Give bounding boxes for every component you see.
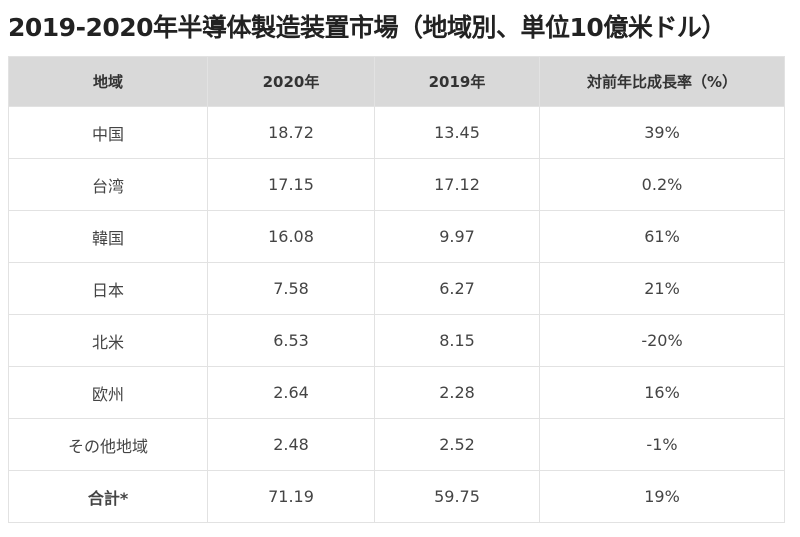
total-growth-cell: 19% <box>539 470 785 523</box>
growth-cell: -1% <box>539 418 785 471</box>
growth-cell: 21% <box>539 262 785 315</box>
header-2020: 2020年 <box>207 56 375 107</box>
page-title: 2019-2020年半導体製造装置市場（地域別、単位10億米ドル） <box>8 13 726 42</box>
region-cell: 日本 <box>8 262 208 315</box>
region-cell: 北米 <box>8 314 208 367</box>
total-2019-cell: 59.75 <box>374 470 540 523</box>
value-2020-cell: 6.53 <box>207 314 375 367</box>
value-2019-cell: 2.52 <box>374 418 540 471</box>
market-table: 地域 2020年 2019年 対前年比成長率（%） 中国 18.72 13.45… <box>8 56 785 523</box>
value-2019-cell: 2.28 <box>374 366 540 419</box>
table-row: 韓国 16.08 9.97 61% <box>8 210 785 263</box>
value-2019-cell: 13.45 <box>374 106 540 159</box>
header-region: 地域 <box>8 56 208 107</box>
table-row: その他地域 2.48 2.52 -1% <box>8 418 785 471</box>
total-2020-cell: 71.19 <box>207 470 375 523</box>
total-label-cell: 合計* <box>8 470 208 523</box>
growth-cell: 39% <box>539 106 785 159</box>
table-row: 日本 7.58 6.27 21% <box>8 262 785 315</box>
region-cell: 台湾 <box>8 158 208 211</box>
table-row: 北米 6.53 8.15 -20% <box>8 314 785 367</box>
header-2019: 2019年 <box>374 56 540 107</box>
growth-cell: 16% <box>539 366 785 419</box>
value-2020-cell: 17.15 <box>207 158 375 211</box>
value-2019-cell: 8.15 <box>374 314 540 367</box>
region-cell: 欧州 <box>8 366 208 419</box>
value-2019-cell: 9.97 <box>374 210 540 263</box>
header-growth: 対前年比成長率（%） <box>539 56 785 107</box>
value-2019-cell: 6.27 <box>374 262 540 315</box>
value-2020-cell: 18.72 <box>207 106 375 159</box>
growth-cell: 61% <box>539 210 785 263</box>
value-2020-cell: 7.58 <box>207 262 375 315</box>
table-row: 中国 18.72 13.45 39% <box>8 106 785 159</box>
value-2020-cell: 2.48 <box>207 418 375 471</box>
value-2020-cell: 2.64 <box>207 366 375 419</box>
region-cell: 韓国 <box>8 210 208 263</box>
growth-cell: 0.2% <box>539 158 785 211</box>
region-cell: その他地域 <box>8 418 208 471</box>
total-row: 合計* 71.19 59.75 19% <box>8 470 785 523</box>
table-row: 欧州 2.64 2.28 16% <box>8 366 785 419</box>
growth-cell: -20% <box>539 314 785 367</box>
value-2019-cell: 17.12 <box>374 158 540 211</box>
region-cell: 中国 <box>8 106 208 159</box>
table-row: 台湾 17.15 17.12 0.2% <box>8 158 785 211</box>
value-2020-cell: 16.08 <box>207 210 375 263</box>
table-header-row: 地域 2020年 2019年 対前年比成長率（%） <box>8 56 785 107</box>
